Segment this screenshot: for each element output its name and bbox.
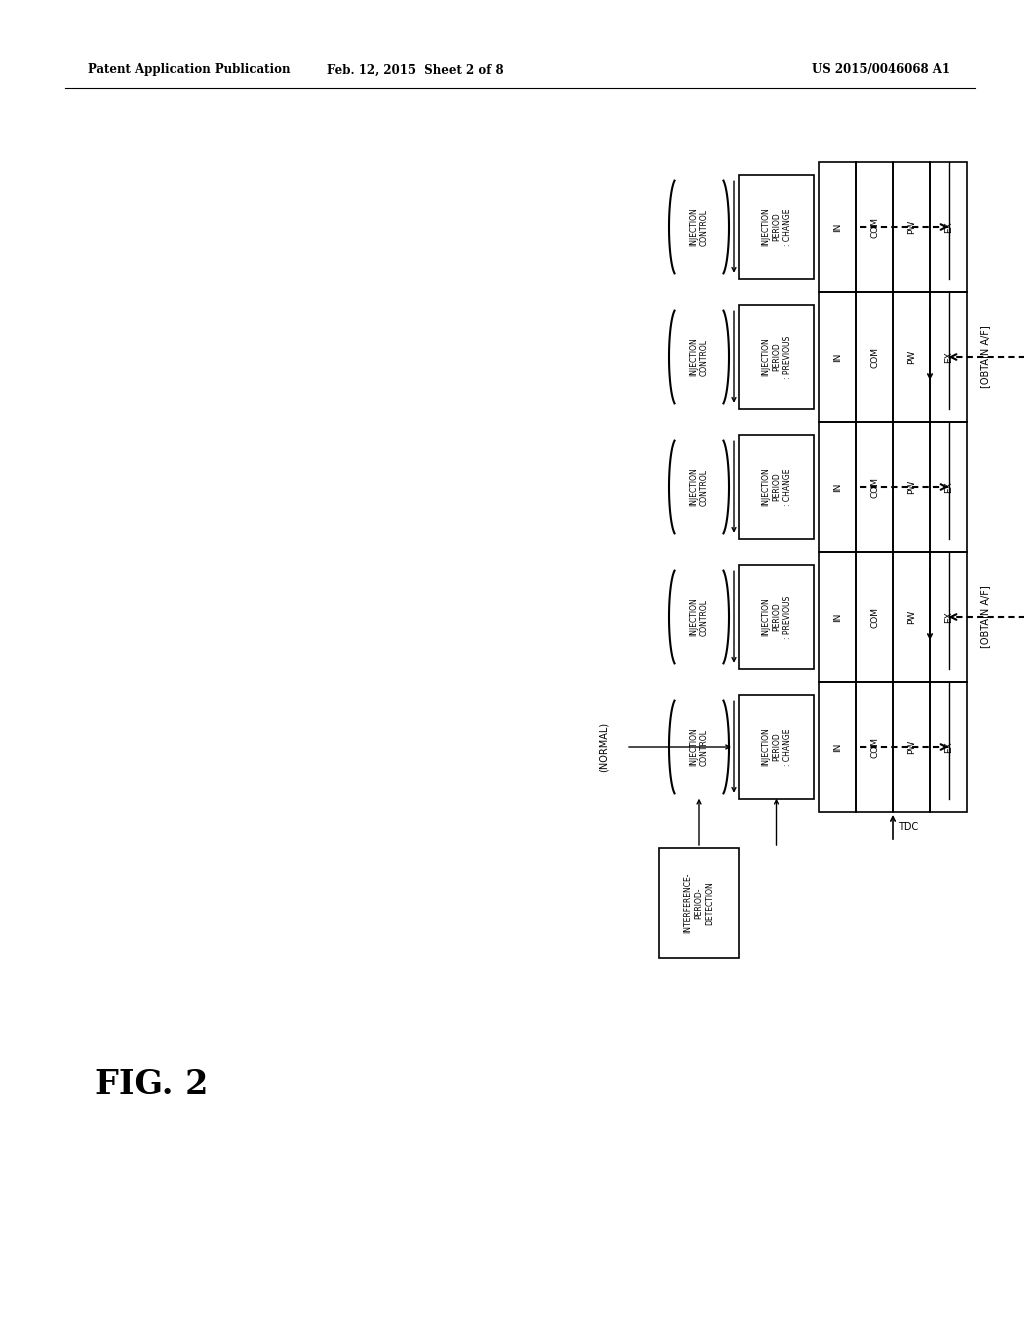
- Text: INJECTION
PERIOD
: PREVIOUS: INJECTION PERIOD : PREVIOUS: [761, 595, 793, 639]
- Bar: [819, 422, 856, 552]
- Bar: [739, 176, 814, 279]
- Bar: [893, 292, 930, 422]
- Text: [OBTAIN A/F]: [OBTAIN A/F]: [980, 586, 990, 648]
- Bar: [856, 422, 893, 552]
- Text: PW: PW: [907, 480, 916, 494]
- Text: INJECTION
PERIOD
: PREVIOUS: INJECTION PERIOD : PREVIOUS: [761, 335, 793, 379]
- Text: TDC: TDC: [898, 822, 919, 832]
- Text: PW: PW: [907, 741, 916, 754]
- Bar: [856, 162, 893, 292]
- Text: COM: COM: [870, 346, 879, 367]
- Text: INJECTION
CONTROL: INJECTION CONTROL: [689, 598, 709, 636]
- Bar: [856, 292, 893, 422]
- Bar: [930, 552, 967, 682]
- Text: Feb. 12, 2015  Sheet 2 of 8: Feb. 12, 2015 Sheet 2 of 8: [327, 63, 504, 77]
- Text: (NORMAL): (NORMAL): [599, 722, 609, 772]
- Bar: [819, 552, 856, 682]
- Text: EX: EX: [944, 611, 953, 623]
- Text: COM: COM: [870, 606, 879, 627]
- Text: IN: IN: [833, 612, 842, 622]
- Bar: [739, 305, 814, 409]
- Bar: [739, 696, 814, 799]
- Text: FIG. 2: FIG. 2: [95, 1068, 208, 1101]
- Text: PW: PW: [907, 350, 916, 364]
- Bar: [893, 162, 930, 292]
- Text: EX: EX: [944, 480, 953, 492]
- Bar: [819, 162, 856, 292]
- Bar: [819, 682, 856, 812]
- Text: EX: EX: [944, 741, 953, 752]
- Text: PW: PW: [907, 610, 916, 624]
- Text: COM: COM: [870, 737, 879, 758]
- Text: INJECTION
PERIOD
: CHANGE: INJECTION PERIOD : CHANGE: [761, 207, 793, 247]
- Text: US 2015/0046068 A1: US 2015/0046068 A1: [812, 63, 950, 77]
- Bar: [659, 847, 739, 958]
- Text: INJECTION
CONTROL: INJECTION CONTROL: [689, 338, 709, 376]
- Bar: [893, 552, 930, 682]
- Bar: [856, 552, 893, 682]
- Text: IN: IN: [833, 742, 842, 751]
- Text: INJECTION
PERIOD
: CHANGE: INJECTION PERIOD : CHANGE: [761, 467, 793, 507]
- Bar: [893, 682, 930, 812]
- Text: IN: IN: [833, 482, 842, 491]
- Text: INJECTION
CONTROL: INJECTION CONTROL: [689, 207, 709, 247]
- Text: PW: PW: [907, 220, 916, 234]
- Bar: [930, 682, 967, 812]
- Text: EX: EX: [944, 222, 953, 232]
- Bar: [893, 422, 930, 552]
- Text: IN: IN: [833, 222, 842, 232]
- Bar: [930, 292, 967, 422]
- Text: COM: COM: [870, 477, 879, 498]
- Bar: [739, 565, 814, 669]
- Bar: [930, 422, 967, 552]
- Text: INJECTION
CONTROL: INJECTION CONTROL: [689, 467, 709, 507]
- Text: Patent Application Publication: Patent Application Publication: [88, 63, 291, 77]
- Text: COM: COM: [870, 216, 879, 238]
- Bar: [739, 436, 814, 539]
- Bar: [819, 292, 856, 422]
- Text: INJECTION
CONTROL: INJECTION CONTROL: [689, 727, 709, 767]
- Bar: [856, 682, 893, 812]
- Text: [OBTAIN A/F]: [OBTAIN A/F]: [980, 326, 990, 388]
- Text: IN: IN: [833, 352, 842, 362]
- Bar: [930, 162, 967, 292]
- Text: INTERFERENCE-
PERIOD-
DETECTION: INTERFERENCE- PERIOD- DETECTION: [683, 873, 715, 933]
- Text: INJECTION
PERIOD
: CHANGE: INJECTION PERIOD : CHANGE: [761, 727, 793, 767]
- Text: EX: EX: [944, 351, 953, 363]
